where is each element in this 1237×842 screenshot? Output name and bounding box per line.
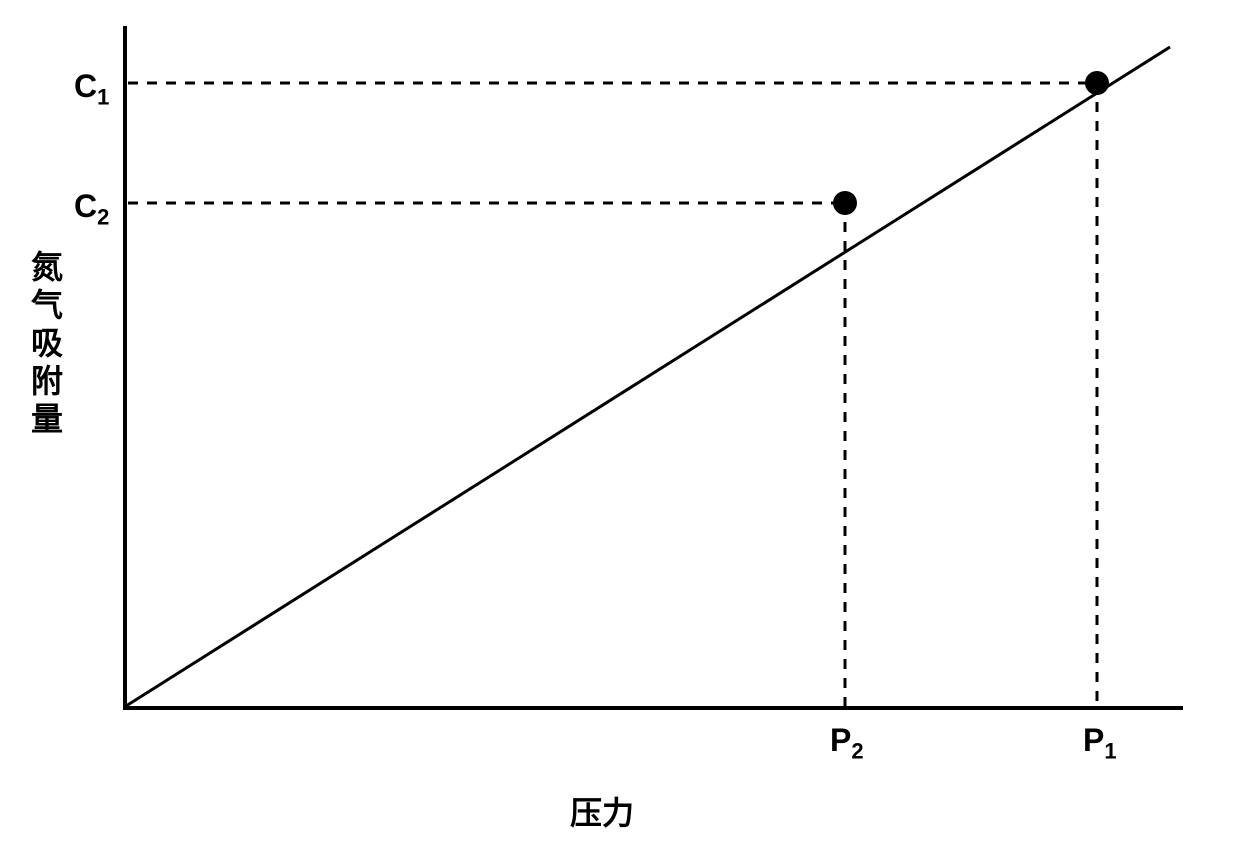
x-axis-label: 压力 [570, 788, 634, 834]
x-tick-p2: P2 [830, 722, 864, 764]
y-tick-c2: C2 [74, 188, 109, 230]
y-axis-label: 氮气吸附量 [22, 250, 68, 440]
y-tick-c1: C1 [74, 68, 109, 110]
x-tick-p1: P1 [1083, 722, 1117, 764]
chart-svg [0, 0, 1237, 837]
adsorption-chart: 氮气吸附量 压力 C1 C2 P2 P1 [0, 0, 1237, 837]
